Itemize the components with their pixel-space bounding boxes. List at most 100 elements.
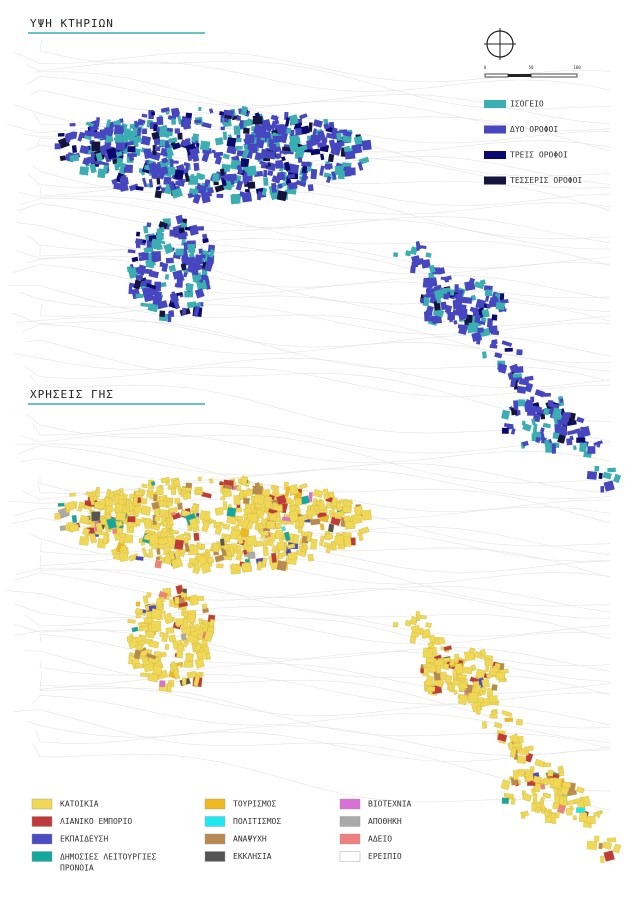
building (420, 668, 425, 674)
building (111, 548, 118, 555)
building (201, 151, 210, 163)
building (503, 423, 513, 428)
map-title: ΥΨΗ ΚΤΗΡΙΩΝ (30, 17, 114, 30)
building (263, 177, 269, 186)
contour (20, 457, 611, 499)
building (557, 434, 566, 444)
building (189, 517, 199, 530)
building (123, 164, 133, 174)
contour (39, 680, 611, 749)
building (145, 630, 155, 639)
building (273, 115, 280, 125)
building (491, 684, 498, 691)
building (504, 717, 514, 723)
building (559, 768, 564, 773)
legend-label: ΤΡΕΙΣ ΟΡΟΦΟΙ (510, 151, 568, 160)
building (174, 169, 184, 180)
building (188, 224, 199, 236)
legend-label: ΑΠΟΘΗΚΗ (368, 817, 402, 826)
contour (14, 353, 611, 389)
building (135, 635, 144, 643)
contour (39, 243, 611, 275)
building (576, 786, 585, 794)
building (226, 137, 237, 148)
building (172, 669, 181, 680)
legend-swatch (204, 798, 226, 810)
building (141, 498, 148, 505)
building (454, 284, 459, 293)
legend-swatch (484, 125, 506, 134)
building (241, 562, 253, 573)
building (220, 126, 225, 131)
building (510, 377, 517, 388)
building (263, 495, 273, 502)
building (524, 375, 534, 382)
building (453, 689, 458, 695)
building (317, 141, 327, 148)
building (292, 534, 300, 544)
north-arrow (484, 28, 516, 60)
building (224, 484, 233, 490)
building (162, 520, 168, 527)
building (150, 481, 156, 486)
building (361, 509, 372, 521)
contour (39, 184, 611, 215)
building (159, 310, 166, 317)
building (71, 145, 78, 153)
building (510, 428, 516, 435)
building (214, 184, 225, 193)
building (443, 663, 450, 670)
building (159, 680, 166, 688)
building (600, 855, 605, 863)
contour (14, 572, 611, 619)
building (281, 146, 292, 152)
contour (39, 565, 611, 640)
building (95, 152, 104, 162)
buildings (54, 105, 622, 863)
building (156, 186, 161, 191)
building (146, 282, 157, 290)
building (90, 521, 96, 529)
building (159, 139, 166, 147)
building (153, 494, 158, 502)
building (288, 484, 300, 496)
building (521, 810, 529, 817)
contour (25, 257, 611, 300)
building (524, 398, 532, 408)
building (216, 193, 224, 199)
legend-swatch (31, 833, 53, 845)
building (447, 683, 454, 693)
building (211, 542, 220, 553)
building (57, 502, 65, 507)
building (114, 133, 123, 143)
building (284, 117, 290, 127)
building (448, 313, 454, 323)
building (85, 491, 95, 498)
building (153, 124, 158, 132)
building (167, 314, 172, 323)
building (229, 546, 236, 555)
building (260, 518, 268, 526)
building (148, 548, 154, 558)
building (178, 231, 188, 238)
building (152, 145, 157, 155)
legends: ΙΣΟΓΕΙΟ ΔΥΟ ΟΡΟΦΟΙ ΤΡΕΙΣ ΟΡΟΦΟΙ ΤΕΣΣΕΡΙΣ ΟΡ… (31, 100, 582, 872)
building (579, 442, 587, 453)
building (145, 652, 157, 660)
building (244, 558, 250, 563)
building (433, 301, 441, 311)
building (551, 777, 563, 790)
building (91, 141, 101, 152)
building (171, 118, 177, 125)
building (235, 180, 244, 191)
building (404, 620, 412, 627)
building (453, 319, 458, 325)
contour (18, 198, 611, 244)
building (277, 541, 286, 551)
building (202, 607, 210, 614)
building (239, 489, 244, 500)
building (186, 634, 198, 645)
building (330, 127, 338, 137)
building (89, 533, 97, 544)
